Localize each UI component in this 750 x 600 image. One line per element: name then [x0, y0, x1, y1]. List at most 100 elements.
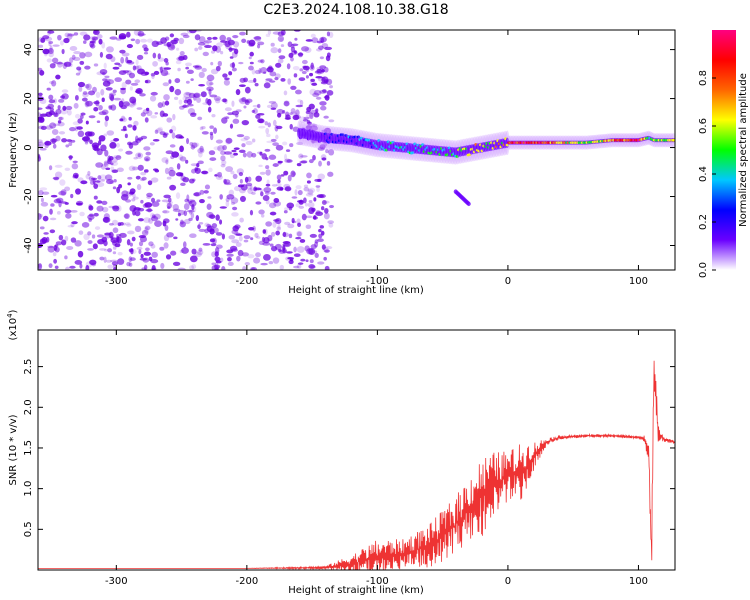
heatmap-noise-cell [255, 175, 263, 182]
heatmap-noise-cell [141, 267, 147, 270]
heatmap-noise-cell [288, 206, 293, 211]
heatmap-noise-cell [185, 62, 192, 67]
heatmap-noise-cell [265, 199, 270, 205]
heatmap-noise-cell [42, 191, 50, 195]
heatmap-noise-cell [93, 106, 99, 112]
heatmap-noise-cell [326, 90, 334, 96]
heatmap-noise-cell [257, 118, 264, 124]
heatmap-noise-cell [300, 258, 306, 262]
heatmap-signal-track [296, 120, 675, 207]
heatmap-noise-cell [152, 52, 157, 59]
heatmap-noise-cell [179, 172, 184, 177]
heatmap-noise-cell [96, 234, 105, 238]
heatmap-noise-cell [308, 103, 315, 110]
heatmap-noise-cell [85, 100, 93, 107]
heatmap-noise-cell [220, 150, 227, 156]
heatmap-noise-cell [140, 171, 147, 176]
spectrogram-x-ticks: -300 -200 -100 0 100 [105, 30, 648, 287]
heatmap-noise-cell [318, 160, 322, 167]
heatmap-noise-cell [85, 173, 91, 180]
heatmap-noise-cell [81, 97, 88, 102]
heatmap-noise-cell [197, 160, 204, 165]
heatmap-noise-cell [197, 151, 203, 158]
heatmap-noise-cell [47, 103, 55, 109]
heatmap-noise-cell [272, 142, 279, 147]
heatmap-noise-cell [197, 41, 206, 46]
heatmap-noise-cell [187, 201, 193, 204]
heatmap-noise-cell [221, 117, 228, 124]
heatmap-noise-cell [125, 190, 134, 197]
heatmap-noise-cell [111, 219, 119, 226]
heatmap-noise-cell [287, 174, 292, 182]
heatmap-noise-cell [127, 124, 133, 128]
heatmap-noise-cell [211, 262, 217, 266]
heatmap-noise-cell [311, 82, 318, 86]
heatmap-noise-cell [139, 236, 147, 243]
heatmap-noise-cell [305, 125, 312, 130]
heatmap-noise-cell [191, 248, 197, 255]
heatmap-noise-cell [316, 68, 323, 74]
heatmap-noise-cell [134, 90, 142, 94]
heatmap-noise-cell [233, 232, 241, 236]
heatmap-noise-cell [224, 98, 228, 105]
heatmap-noise-cell [287, 223, 295, 229]
heatmap-noise-cell [137, 30, 145, 37]
heatmap-noise-cell [277, 249, 282, 252]
heatmap-noise-cell [92, 30, 100, 35]
heatmap-noise-cell [298, 205, 305, 209]
heatmap-noise-cell [321, 244, 326, 250]
heatmap-noise-cell [251, 267, 256, 270]
heatmap-noise-cell [125, 150, 133, 155]
heatmap-noise-cell [96, 34, 103, 39]
heatmap-noise-cell [186, 138, 190, 145]
heatmap-noise-cell [100, 89, 105, 96]
heatmap-noise-cell [79, 52, 86, 59]
snr-y-tick-label: 1.0 [23, 481, 34, 497]
heatmap-noise-cell [127, 176, 133, 180]
heatmap-noise-cell [147, 180, 153, 186]
heatmap-noise-cell [154, 220, 162, 227]
heatmap-noise-cell [190, 78, 194, 82]
heatmap-noise-cell [108, 93, 115, 101]
heatmap-noise-cell [215, 214, 220, 221]
heatmap-noise-cell [254, 232, 259, 238]
heatmap-noise-cell [296, 263, 302, 269]
heatmap-noise-cell [276, 108, 284, 115]
heatmap-noise-cell [215, 260, 222, 264]
heatmap-noise-cell [112, 246, 117, 250]
heatmap-noise-cell [227, 256, 232, 262]
heatmap-noise-cell [273, 200, 282, 207]
heatmap-noise-cell [177, 67, 181, 72]
heatmap-noise-cell [217, 145, 225, 152]
heatmap-noise-cell [126, 44, 133, 49]
heatmap-noise-cell [235, 89, 241, 96]
heatmap-noise-cell [175, 218, 179, 221]
heatmap-noise-cell [165, 159, 169, 165]
heatmap-noise-cell [96, 181, 105, 187]
heatmap-noise-cell [275, 134, 279, 140]
heatmap-noise-cell [127, 182, 131, 186]
heatmap-noise-cell [39, 226, 45, 230]
heatmap-noise-cell [128, 256, 133, 263]
heatmap-noise-cell [286, 63, 291, 70]
heatmap-noise-cell [122, 222, 127, 226]
heatmap-noise-cell [317, 238, 324, 242]
heatmap-noise-cell [273, 197, 280, 203]
heatmap-noise-cell [69, 126, 76, 132]
heatmap-noise-cell [231, 100, 235, 107]
heatmap-noise-cell [60, 40, 64, 46]
heatmap-noise-cell [161, 101, 166, 108]
heatmap-noise-cell [122, 101, 130, 107]
heatmap-noise-cell [157, 53, 161, 60]
heatmap-noise-cell [303, 116, 310, 120]
heatmap-noise-cell [93, 147, 101, 152]
heatmap-noise-cell [329, 85, 333, 89]
heatmap-noise-cell [235, 233, 243, 236]
heatmap-noise-cell [180, 182, 186, 186]
heatmap-noise-cell [174, 96, 179, 100]
heatmap-noise-cell [73, 32, 79, 36]
heatmap-noise-cell [319, 144, 326, 150]
heatmap-noise-cell [164, 72, 170, 76]
heatmap-noise-cell [241, 97, 247, 102]
heatmap-noise-cell [241, 252, 249, 257]
